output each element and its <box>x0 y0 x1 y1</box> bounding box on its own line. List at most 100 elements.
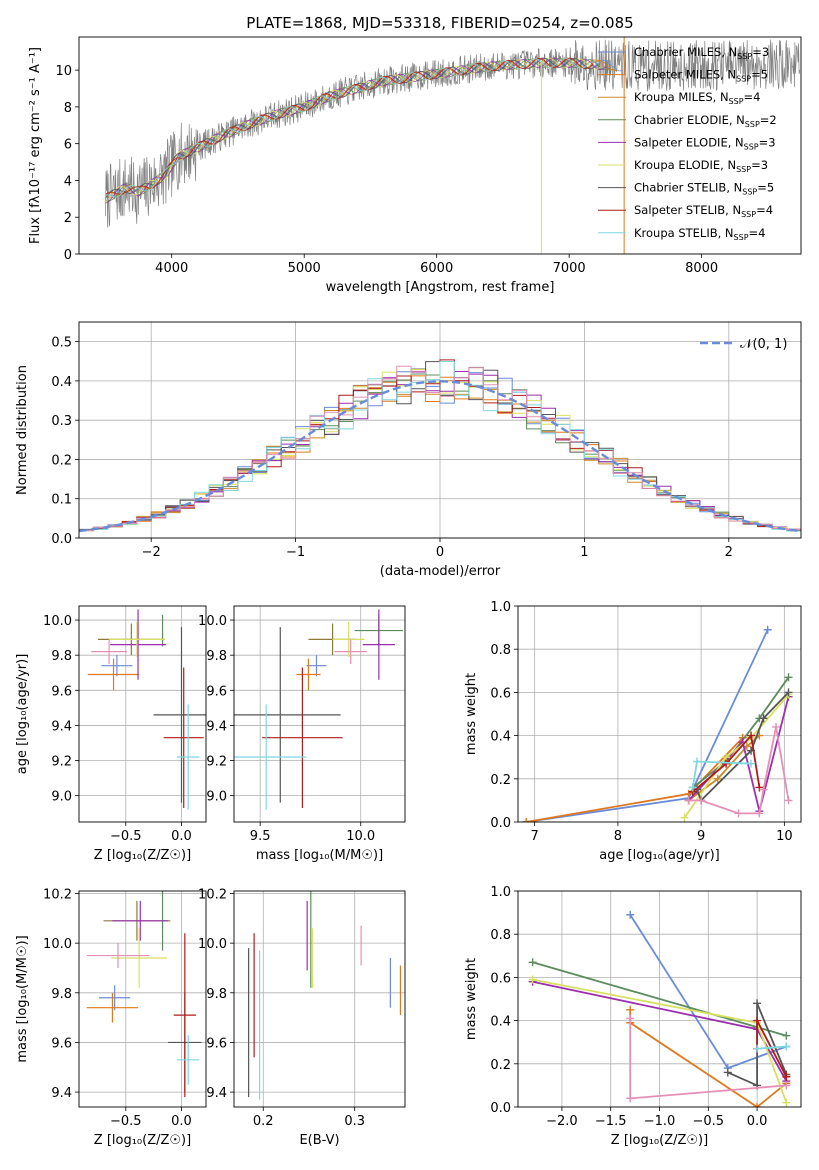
x-tick-label: 0.0 <box>171 829 192 844</box>
data-point-marker <box>782 1098 791 1107</box>
legend-sub: SSP <box>745 120 760 129</box>
legend-entry: 𝒩(0, 1) <box>740 337 787 352</box>
y-axis-label: age [log₁₀(age/yr)] <box>15 654 30 775</box>
data-point-marker <box>753 999 762 1008</box>
x-tick-label: 8000 <box>685 261 718 276</box>
plot-area <box>518 891 801 1107</box>
legend-suffix: =4 <box>749 226 766 240</box>
y-tick-label: 0.3 <box>51 414 72 429</box>
weight-line <box>683 694 790 819</box>
axes-frame <box>233 605 406 823</box>
legend-entry: Chabrier MILES, NSSP=3 <box>634 45 769 61</box>
weight-line <box>526 629 769 822</box>
legend-sub: SSP <box>737 52 752 61</box>
x-tick-label: 9.5 <box>250 829 271 844</box>
y-tick-label: 0 <box>64 248 72 263</box>
data-point-marker <box>784 688 793 697</box>
x-tick-label: −2.0 <box>546 1114 578 1129</box>
x-tick-label: 8 <box>614 829 622 844</box>
legend-name: Chabrier ELODIE, N <box>634 113 745 127</box>
y-tick-label: 1.0 <box>490 600 511 615</box>
plot-area <box>234 606 405 822</box>
axes-frame <box>78 890 207 1108</box>
data-point-marker <box>522 818 531 822</box>
x-tick-label: 0.0 <box>171 1114 192 1129</box>
legend-name: Kroupa STELIB, N <box>634 226 734 240</box>
data-point-marker <box>755 809 764 818</box>
y-tick-label: 1.0 <box>490 885 511 900</box>
y-tick-label: 0.1 <box>51 493 72 508</box>
legend-entry: Chabrier STELIB, NSSP=5 <box>634 181 774 197</box>
y-tick-label: 10 <box>55 64 72 79</box>
x-tick-label: 6000 <box>420 261 453 276</box>
y-tick-label: 4 <box>64 174 72 189</box>
data-point-marker <box>782 1072 791 1081</box>
panel-residuals: −2 −1 0 1 2 0.0 0.1 0.2 0.3 0.4 0.5 (data-model)/er… <box>15 321 802 579</box>
x-tick-label: 5000 <box>288 261 321 276</box>
y-tick-label: 10.0 <box>43 614 72 629</box>
x-tick-label: 2 <box>725 545 733 560</box>
y-tick-label: 8 <box>64 101 72 116</box>
model-spectrum-line <box>105 57 623 198</box>
y-tick-label: 9.6 <box>51 684 72 699</box>
plot-area <box>79 606 206 822</box>
legend-name: Salpeter ELODIE, N <box>634 135 744 149</box>
x-tick-label: 7000 <box>553 261 586 276</box>
x-axis-label: E(B-V) <box>299 1133 339 1148</box>
legend-entry: Kroupa STELIB, NSSP=4 <box>634 226 765 242</box>
legend-sub: SSP <box>736 165 751 174</box>
data-point-marker <box>723 1068 732 1077</box>
legend-name: Chabrier MILES, N <box>634 45 737 59</box>
legend-sub: SSP <box>729 97 744 106</box>
y-axis-label: Flux [fλ10⁻¹⁷ erg cm⁻² s⁻¹ A⁻¹] <box>28 47 43 244</box>
y-tick-label: 9.8 <box>51 649 72 664</box>
legend-entry: Salpeter STELIB, NSSP=4 <box>634 203 773 219</box>
y-tick-label: 10.2 <box>43 887 72 902</box>
data-point-marker <box>784 673 793 682</box>
data-point-marker <box>759 714 768 723</box>
y-tick-label: 0.2 <box>490 1058 511 1073</box>
y-tick-label: 0.6 <box>490 971 511 986</box>
x-tick-label: 0.3 <box>344 1114 365 1129</box>
y-tick-label: 0.8 <box>490 643 511 658</box>
y-axis-label: mass weight <box>464 958 479 1040</box>
y-tick-label: 9.2 <box>206 755 227 770</box>
legend-suffix: =3 <box>751 158 768 172</box>
x-tick-label: −1.5 <box>595 1114 627 1129</box>
y-tick-label: 9.6 <box>51 1036 72 1051</box>
legend-entry: Kroupa ELODIE, NSSP=3 <box>634 158 768 174</box>
legend-suffix: =3 <box>752 45 769 59</box>
plot-area <box>105 37 801 254</box>
data-point-marker <box>782 1031 791 1040</box>
legend-entry: Kroupa MILES, NSSP=4 <box>634 90 760 106</box>
axes-frame <box>233 890 406 1108</box>
y-tick-label: 0.5 <box>51 336 72 351</box>
y-tick-label: 9.6 <box>206 1036 227 1051</box>
x-axis-label: age [log₁₀(age/yr)] <box>599 848 720 863</box>
axes-frame <box>78 605 207 823</box>
data-point-marker <box>734 809 743 818</box>
y-tick-label: 0.4 <box>490 730 511 745</box>
data-point-marker <box>772 722 781 731</box>
y-tick-label: 9.8 <box>206 649 227 664</box>
y-tick-label: 0.8 <box>490 928 511 943</box>
axes-frame <box>78 36 802 255</box>
x-tick-label: −1 <box>286 545 305 560</box>
data-point-marker <box>626 910 635 919</box>
y-tick-label: 6 <box>64 138 72 153</box>
data-point-marker <box>713 774 722 783</box>
panel-mass-vs-ebv: 0.2 0.3 9.4 9.6 9.8 10.0 10.2 E(B-V) <box>198 887 406 1148</box>
model-spectrum-line <box>105 57 594 196</box>
weight-line <box>687 696 790 812</box>
figure-title: PLATE=1868, MJD=53318, FIBERID=0254, z=0… <box>246 14 633 32</box>
legend-sub: SSP <box>742 188 757 197</box>
data-point-marker <box>784 796 793 805</box>
data-point-marker <box>697 796 706 805</box>
y-tick-label: 9.4 <box>51 719 72 734</box>
y-tick-label: 9.4 <box>51 1086 72 1101</box>
axes-frame <box>78 321 802 539</box>
y-tick-label: 9.0 <box>206 790 227 805</box>
x-axis-label: (data-model)/error <box>380 564 501 579</box>
model-spectrum-line <box>105 57 607 204</box>
legend-entry: Salpeter MILES, NSSP=5 <box>634 68 768 84</box>
